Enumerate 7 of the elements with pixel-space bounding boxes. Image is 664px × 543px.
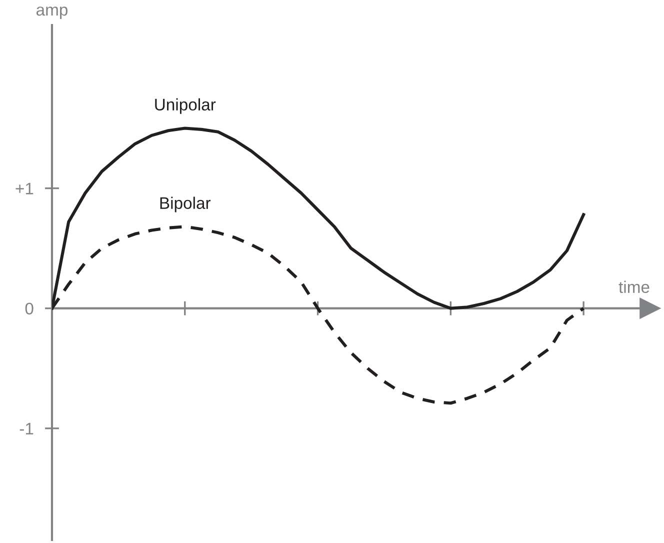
y-tick-label: 0 bbox=[25, 302, 34, 315]
series-label: Unipolar bbox=[155, 98, 216, 114]
series-label: Bipolar bbox=[160, 196, 211, 212]
y-axis-title: amp bbox=[36, 6, 68, 19]
y-tick-label: -1 bbox=[20, 422, 34, 434]
y-tick-label: +1 bbox=[16, 182, 34, 194]
x-axis-title: time bbox=[618, 280, 650, 294]
